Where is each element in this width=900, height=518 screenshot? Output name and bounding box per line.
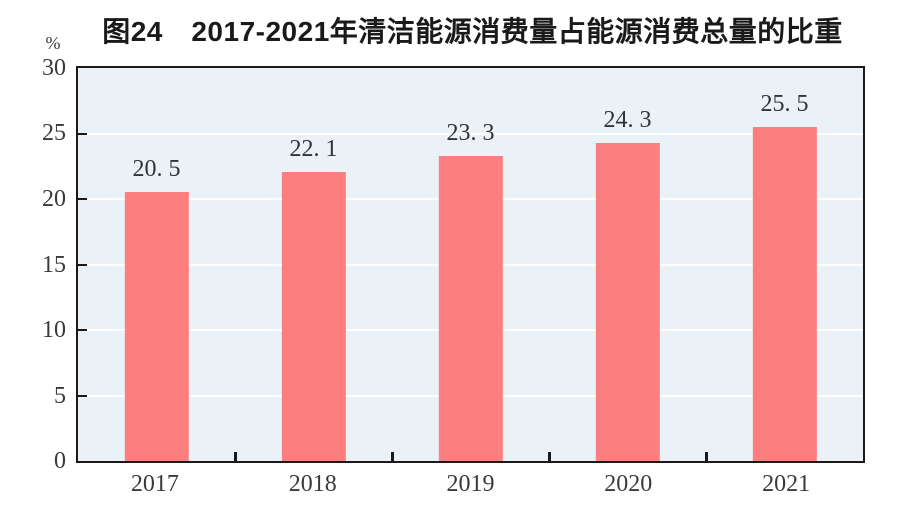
y-axis-unit-label: % — [45, 33, 61, 53]
category-slot-2019: 23. 3 — [392, 68, 549, 461]
y-axis-tick-5 — [78, 394, 87, 397]
y-axis-label-30: 30 — [42, 55, 66, 81]
x-axis-tick-3 — [548, 452, 551, 461]
bar-2017 — [124, 192, 189, 461]
category-slot-2020: 24. 3 — [549, 68, 706, 461]
x-axis-label-2020: 2020 — [604, 471, 653, 497]
chart-title: 图24 2017-2021年清洁能源消费量占能源消费总量的比重 — [102, 16, 843, 47]
bar-value-label-2019: 23. 3 — [446, 119, 495, 146]
y-axis-label-0: 0 — [54, 448, 66, 474]
x-axis-tick-2 — [391, 452, 394, 461]
y-axis-label-5: 5 — [54, 382, 66, 409]
bar-value-label-2021: 25. 5 — [760, 90, 809, 117]
y-axis-tick-15 — [78, 263, 87, 266]
x-axis-label-2018: 2018 — [288, 471, 337, 497]
y-axis-tick-20 — [78, 198, 87, 201]
y-axis-tick-10 — [78, 329, 87, 332]
bar-2018 — [281, 171, 346, 461]
category-slot-2018: 22. 1 — [235, 68, 392, 461]
y-axis-label-20: 20 — [42, 185, 66, 212]
x-axis-label-2017: 2017 — [130, 471, 179, 497]
x-axis-tick-labels: 2017 2018 2019 2020 2021 — [76, 471, 865, 498]
y-axis-tick-25 — [78, 132, 87, 135]
gridline-y-25 — [78, 132, 863, 135]
plot-area: 20. 5 22. 1 23. 3 24. 3 25. 5 — [76, 66, 865, 463]
bar-2020 — [595, 142, 660, 461]
y-axis-label-10: 10 — [42, 316, 66, 343]
x-axis-tick-1 — [234, 452, 237, 461]
bar-2019 — [438, 155, 503, 461]
x-axis-label-2021: 2021 — [762, 471, 811, 497]
y-axis-label-25: 25 — [42, 120, 66, 147]
y-axis-tick-labels: 0 5 10 15 20 25 30 — [0, 56, 66, 473]
bar-value-label-2020: 24. 3 — [603, 106, 652, 133]
x-axis-label-2019: 2019 — [446, 471, 495, 497]
category-slot-2021: 25. 5 — [706, 68, 863, 461]
bar-value-label-2017: 20. 5 — [132, 156, 181, 183]
bar-value-label-2018: 22. 1 — [289, 135, 338, 162]
x-axis-tick-4 — [705, 452, 708, 461]
category-slot-2017: 20. 5 — [78, 68, 235, 461]
bar-2021 — [752, 126, 817, 461]
y-axis-label-15: 15 — [42, 251, 66, 278]
